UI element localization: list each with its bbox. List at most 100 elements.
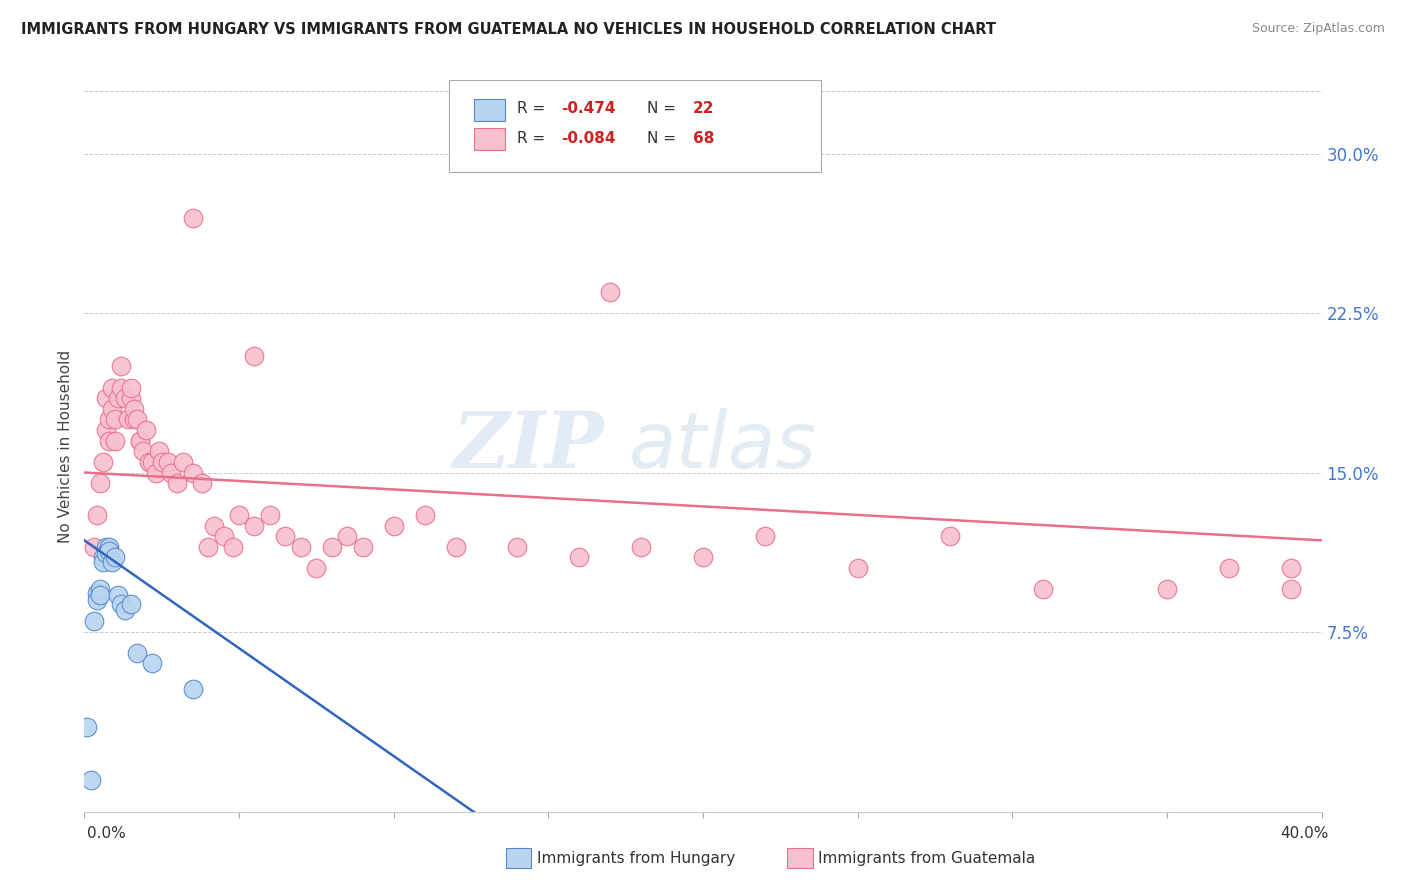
Point [141,657,163,671]
Text: Immigrants from Guatemala: Immigrants from Guatemala [818,852,1036,866]
Bar [474,99,505,120]
Point [98,544,121,558]
Point [290,540,312,554]
Point [1032,582,1054,596]
Text: -0.084: -0.084 [561,131,616,146]
Point [89,582,111,596]
Point [754,529,776,543]
Point [321,540,343,554]
Point [506,540,529,554]
Point [104,550,127,565]
Point [259,508,281,522]
Point [141,455,163,469]
Point [181,681,204,696]
Point [202,518,225,533]
Point [114,392,136,406]
Point [939,529,962,543]
Point [98,540,121,554]
Point [114,603,136,617]
Point [846,561,869,575]
Point [122,401,145,416]
Point [413,508,436,522]
Point [94,423,117,437]
Point [1156,582,1178,596]
Point [83,540,105,554]
Point [79,772,101,787]
Point [76,720,98,734]
Point [160,466,183,480]
Point [98,434,121,448]
Point [86,592,108,607]
Point [243,349,266,363]
Point [120,597,142,611]
Point [98,412,121,426]
Point [89,589,111,603]
Point [135,423,157,437]
Point [243,518,266,533]
Point [94,392,117,406]
Point [172,455,194,469]
Point [110,597,132,611]
Text: 0.0%: 0.0% [87,827,127,841]
Point [352,540,374,554]
Point [197,540,219,554]
Point [129,434,152,448]
Point [145,466,167,480]
Point [122,412,145,426]
Point [692,550,714,565]
Point [110,359,132,374]
Point [274,529,297,543]
Point [382,518,405,533]
Point [181,211,204,225]
Text: atlas: atlas [628,408,817,484]
Text: R =: R = [517,131,551,146]
Point [120,381,142,395]
Point [83,614,105,628]
Point [336,529,359,543]
Point [101,401,124,416]
Text: N =: N = [647,101,681,116]
Point [89,476,111,491]
Point [101,381,124,395]
Point [94,540,117,554]
Point [110,381,132,395]
Point [156,455,179,469]
Point [91,455,114,469]
Point [568,550,591,565]
Point [94,546,117,560]
Text: Source: ZipAtlas.com: Source: ZipAtlas.com [1251,22,1385,36]
Text: 68: 68 [693,131,714,146]
Point [150,455,173,469]
Point [148,444,170,458]
Point [1279,582,1302,596]
Point [125,646,148,660]
Point [86,586,108,600]
Point [222,540,245,554]
Point [138,455,160,469]
Point [630,540,652,554]
Point [129,434,152,448]
Point [444,540,467,554]
Text: -0.474: -0.474 [561,101,616,116]
Point [132,444,155,458]
Point [166,476,188,491]
Text: 22: 22 [693,101,714,116]
Point [305,561,328,575]
Point [120,392,142,406]
Text: Immigrants from Hungary: Immigrants from Hungary [537,852,735,866]
Text: ZIP: ZIP [453,408,605,484]
Point [191,476,214,491]
Text: R =: R = [517,101,551,116]
Point [181,466,204,480]
Point [228,508,250,522]
Point [1218,561,1240,575]
Text: N =: N = [647,131,681,146]
Point [125,412,148,426]
Text: 40.0%: 40.0% [1281,827,1329,841]
Point [91,555,114,569]
Point [1279,561,1302,575]
Point [101,555,124,569]
Text: IMMIGRANTS FROM HUNGARY VS IMMIGRANTS FROM GUATEMALA NO VEHICLES IN HOUSEHOLD CO: IMMIGRANTS FROM HUNGARY VS IMMIGRANTS FR… [21,22,995,37]
Point [599,285,621,300]
Point [107,589,129,603]
